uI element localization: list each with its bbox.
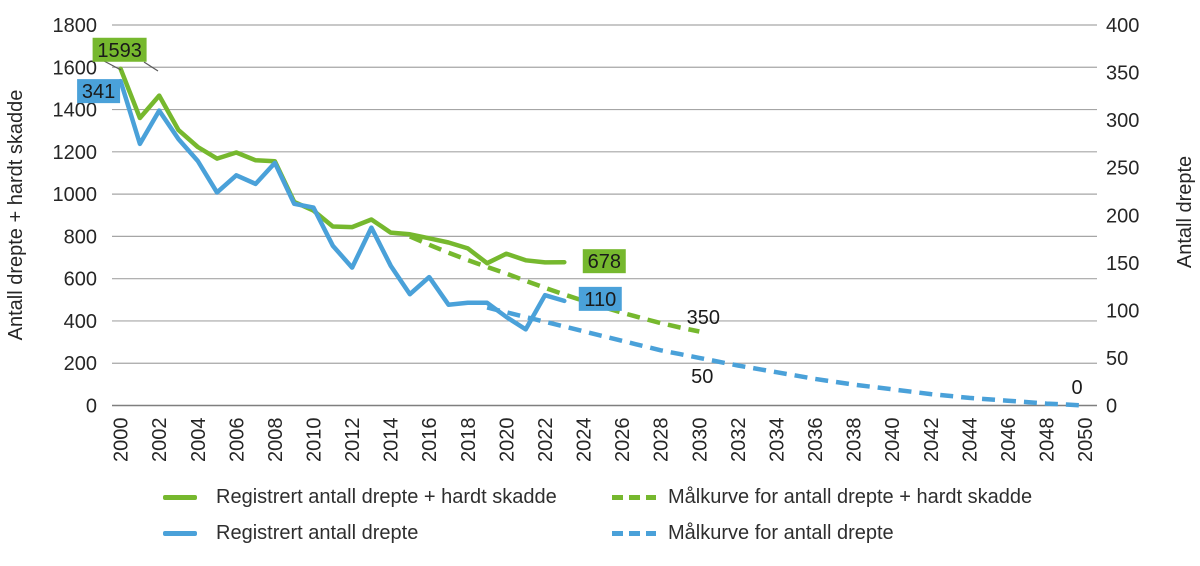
legend-label: Registrert antall drepte [216, 521, 419, 544]
x-tick-label: 2038 [844, 418, 866, 463]
data-label-box [77, 79, 121, 104]
x-tick-label: 2030 [689, 418, 711, 463]
data-label: 110 [584, 289, 616, 311]
road-safety-chart: 0 200 400 600 800 1000 1200 1400 1600 1800 0 50 100 1… [5, 15, 1196, 463]
y-right-tick-label: 250 [1106, 158, 1139, 180]
y-left-tick-label: 1200 [53, 142, 98, 164]
y-left-tick-label: 1000 [53, 184, 98, 206]
x-tick-label: 2018 [458, 418, 480, 463]
y-right-tick-label: 100 [1106, 300, 1139, 322]
x-tick-label: 2024 [574, 418, 596, 463]
annotations: 1593 341 678 110 350 50 0 [77, 37, 1083, 399]
y-right-tick-label: 0 [1106, 396, 1117, 418]
x-tick-label: 2022 [535, 418, 557, 463]
x-tick-label: 2050 [1075, 418, 1097, 463]
legend-label: Målkurve for antall drepte + hardt skadd… [668, 485, 1033, 508]
data-label: 678 [588, 251, 621, 273]
left-axis-title: Antall drepte + hardt skadde [5, 90, 27, 341]
y-right-tick-label: 200 [1106, 205, 1139, 227]
legend-label: Registrert antall drepte + hardt skadde [216, 485, 557, 508]
y-left-tick-label: 200 [64, 353, 97, 375]
series-lines [118, 66, 1086, 408]
legend-item-malkurve-drepte: Målkurve for antall drepte [612, 519, 1032, 547]
axis-titles: Antall drepte + hardt skadde Antall drept… [5, 90, 1196, 341]
legend-item-malkurve-drepte-hardt-skadde: Målkurve for antall drepte + hardt skadd… [612, 483, 1032, 511]
series-line-target-killed-seriously-injured [409, 234, 700, 334]
x-tick-label: 2028 [651, 418, 673, 463]
y-right-tick-label: 150 [1106, 253, 1139, 275]
x-axis-ticks: 2000 2002 2004 2006 2008 2010 2012 2014 2016 2018… [111, 418, 1097, 463]
y-left-tick-label: 400 [64, 311, 97, 333]
legend-swatch-green-solid-icon [163, 494, 197, 500]
x-tick-label: 2046 [998, 418, 1020, 463]
legend-swatch-blue-solid-icon [163, 530, 197, 536]
legend-swatch-blue-dashed-icon [612, 530, 656, 536]
y-left-tick-label: 800 [64, 226, 97, 248]
data-label-box [582, 249, 626, 274]
legend-label: Målkurve for antall drepte [668, 521, 894, 544]
data-label: 341 [82, 81, 115, 103]
x-tick-label: 2000 [111, 418, 133, 463]
x-tick-label: 2012 [342, 418, 364, 463]
x-tick-label: 2016 [419, 418, 441, 463]
y-axis-left-ticks: 0 200 400 600 800 1000 1200 1400 1600 1800 [53, 15, 98, 418]
x-tick-label: 2040 [882, 418, 904, 463]
y-right-tick-label: 300 [1106, 110, 1139, 132]
right-axis-title: Antall drepte [1174, 156, 1196, 268]
leader-line [103, 60, 122, 71]
y-left-tick-label: 1400 [53, 100, 98, 122]
y-left-tick-label: 0 [86, 396, 97, 418]
legend-item-registrert-drepte: Registrert antall drepte [163, 519, 557, 547]
x-tick-label: 2044 [959, 418, 981, 463]
x-tick-label: 2032 [728, 418, 750, 463]
x-tick-label: 2020 [496, 418, 518, 463]
gridlines [112, 24, 1097, 407]
data-label: 350 [687, 307, 720, 329]
x-tick-label: 2026 [612, 418, 634, 463]
y-axis-right-ticks: 0 50 100 150 200 250 300 350 400 [1106, 15, 1139, 418]
x-tick-label: 2048 [1037, 418, 1059, 463]
y-left-tick-label: 1600 [53, 57, 98, 79]
y-right-tick-label: 350 [1106, 63, 1139, 85]
x-tick-label: 2014 [381, 418, 403, 463]
x-tick-label: 2010 [304, 418, 326, 463]
x-tick-label: 2008 [265, 418, 287, 463]
legend-item-registrert-drepte-hardt-skadde: Registrert antall drepte + hardt skadde [163, 483, 557, 511]
y-left-tick-label: 600 [64, 269, 97, 291]
x-tick-label: 2036 [805, 418, 827, 463]
series-line-registered-killed [118, 78, 567, 332]
data-label-box [92, 37, 147, 62]
legend-column-registered: Registrert antall drepte + hardt skadde … [163, 483, 557, 555]
x-tick-label: 2002 [149, 418, 171, 463]
x-tick-label: 2006 [226, 418, 248, 463]
chart-legend: Registrert antall drepte + hardt skadde … [0, 483, 1200, 563]
y-right-tick-label: 400 [1106, 15, 1139, 37]
y-left-tick-label: 1800 [53, 15, 98, 37]
legend-swatch-green-dashed-icon [612, 494, 656, 500]
series-line-target-killed [486, 305, 1086, 408]
data-label: 50 [691, 366, 713, 388]
data-label: 0 [1072, 377, 1083, 399]
leader-line [143, 61, 159, 72]
series-line-registered-killed-seriously-injured [118, 66, 567, 266]
data-label-box [578, 286, 622, 311]
legend-column-target: Målkurve for antall drepte + hardt skadd… [612, 483, 1032, 555]
x-tick-label: 2042 [921, 418, 943, 463]
x-tick-label: 2004 [188, 418, 210, 463]
x-tick-label: 2034 [766, 418, 788, 463]
y-right-tick-label: 50 [1106, 348, 1128, 370]
data-label: 1593 [97, 40, 142, 62]
